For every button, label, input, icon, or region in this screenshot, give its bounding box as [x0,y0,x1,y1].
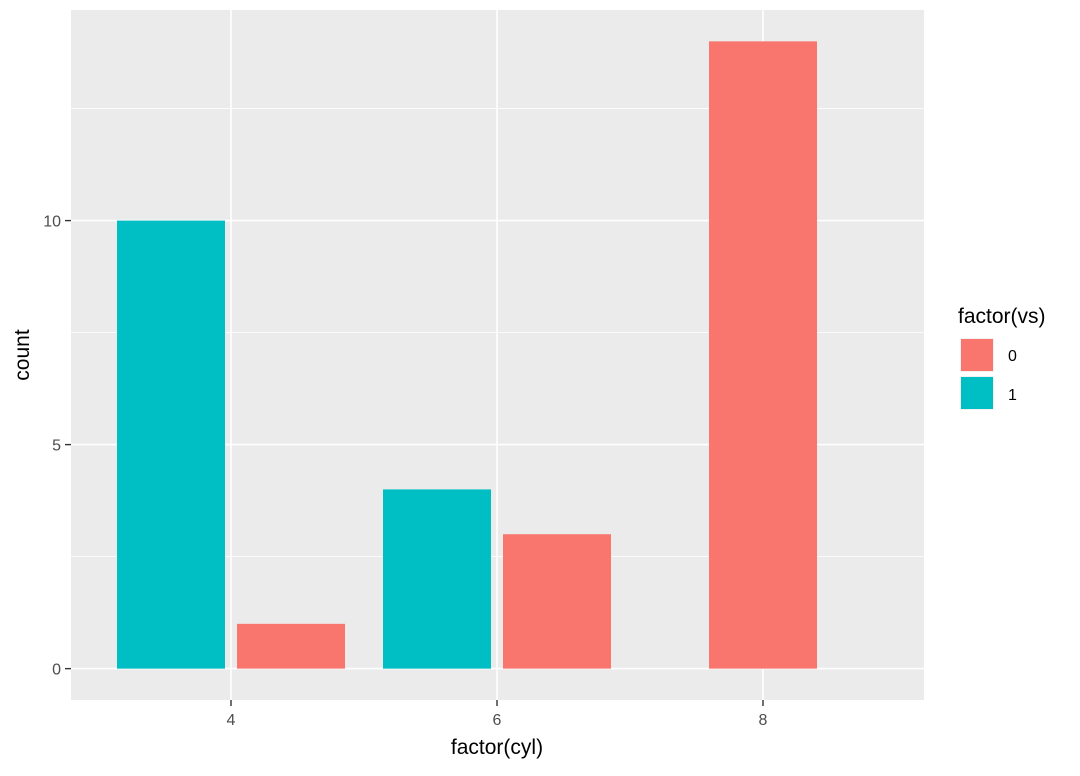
y-tick-label: 5 [52,438,61,455]
y-tick-label: 10 [43,214,61,231]
x-tick-label: 4 [227,712,236,729]
y-axis-title: count [11,329,34,381]
y-axis-ticks: 0 5 10 [43,214,71,679]
legend-swatch-0 [961,339,993,371]
x-tick-label: 8 [759,712,768,729]
legend-swatch-1 [961,377,993,409]
bar-cyl6-vs0 [503,534,611,669]
y-tick-label: 0 [52,662,61,679]
bar-cyl4-vs1 [117,220,225,669]
legend-title: factor(vs) [958,305,1046,328]
legend-label-0: 0 [1008,348,1017,365]
x-axis-title: factor(cyl) [451,736,543,759]
legend-label-1: 1 [1008,387,1017,404]
bar-cyl6-vs1 [383,489,491,669]
bars-group [117,41,817,669]
bar-cyl8-vs0 [709,41,817,669]
x-axis-ticks: 4 6 8 [227,700,768,729]
x-tick-label: 6 [493,712,502,729]
bar-cyl4-vs0 [237,623,345,669]
legend: factor(vs) 0 1 [958,305,1046,410]
